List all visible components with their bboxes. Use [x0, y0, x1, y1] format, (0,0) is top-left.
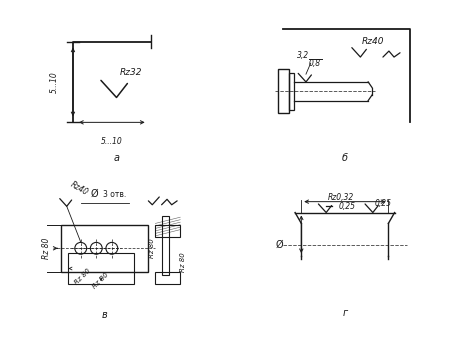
Text: 0,25: 0,25: [374, 199, 391, 208]
Text: Rz 80: Rz 80: [73, 267, 91, 285]
Text: Rz 80: Rz 80: [149, 238, 155, 258]
Text: Ø: Ø: [90, 189, 98, 198]
Text: 5...10: 5...10: [101, 137, 123, 146]
Text: Rz40: Rz40: [69, 180, 89, 197]
Text: 0,25: 0,25: [339, 202, 356, 211]
Bar: [69, 253, 134, 284]
Text: Rz32: Rz32: [120, 68, 142, 77]
Text: 0,8: 0,8: [309, 59, 321, 68]
Bar: [278, 70, 289, 113]
Text: Ø: Ø: [276, 240, 283, 250]
Text: 3 отв.: 3 отв.: [103, 190, 126, 198]
Bar: [162, 216, 169, 275]
Text: в: в: [101, 310, 107, 320]
Text: a: a: [114, 153, 119, 163]
Text: Rz0,32: Rz0,32: [328, 193, 354, 202]
Text: 3,2: 3,2: [297, 51, 309, 60]
Text: Rz 80: Rz 80: [92, 272, 110, 290]
Text: Rz40: Rz40: [362, 37, 384, 46]
Bar: [289, 73, 294, 110]
Text: 5...10: 5...10: [50, 71, 59, 93]
Bar: [155, 272, 180, 284]
Bar: [61, 225, 148, 272]
Text: Rz 80: Rz 80: [180, 252, 186, 272]
Text: Rz 80: Rz 80: [42, 238, 51, 259]
Text: г: г: [343, 308, 347, 318]
Text: б: б: [342, 153, 348, 163]
Bar: [155, 225, 180, 237]
